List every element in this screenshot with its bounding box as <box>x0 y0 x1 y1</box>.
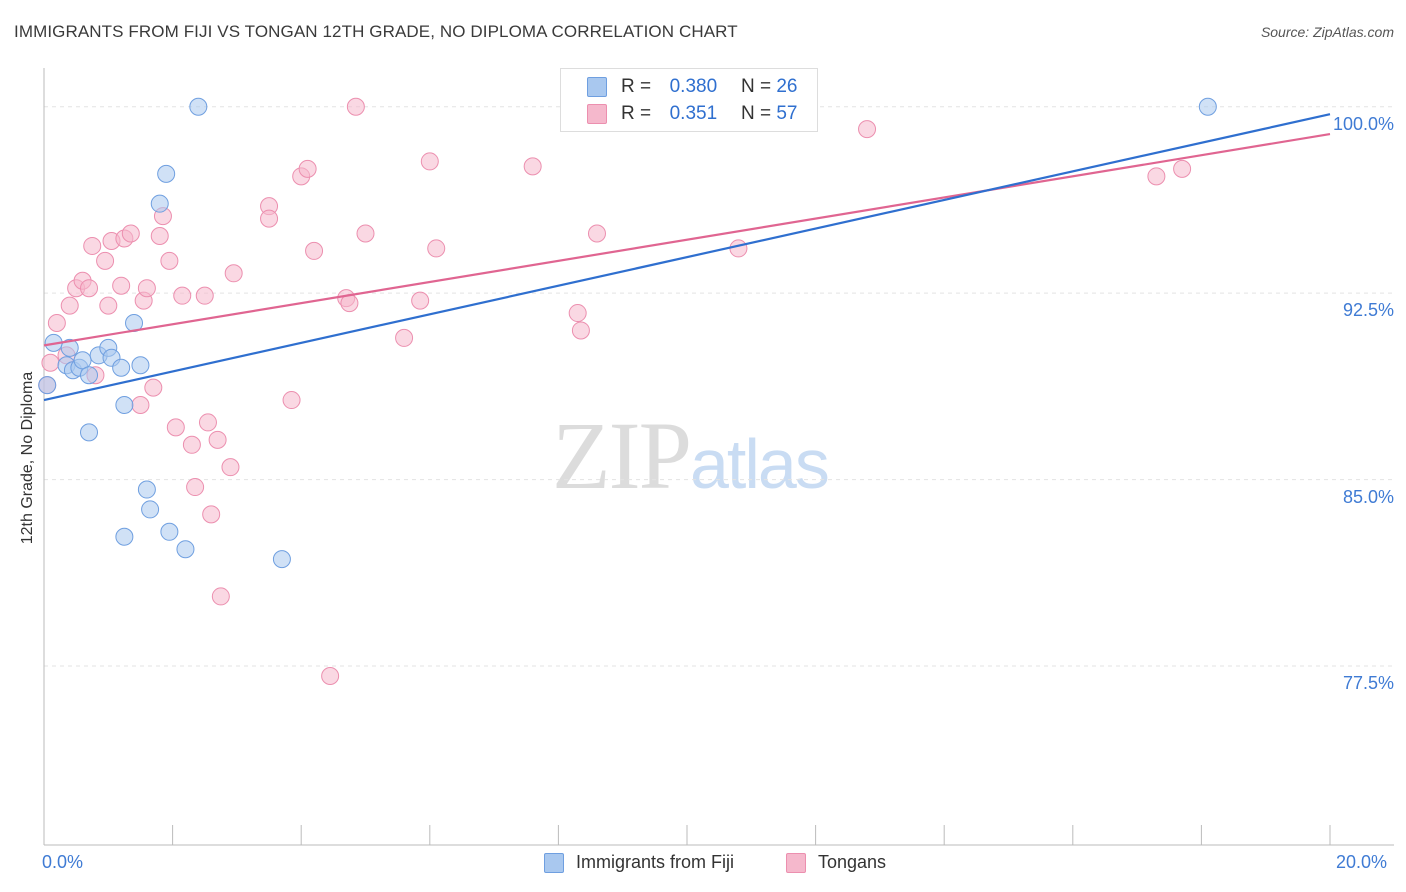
y-axis-title: 12th Grade, No Diploma <box>19 371 36 545</box>
tongan-point <box>211 587 230 606</box>
fiji-point <box>160 522 179 541</box>
tongan-point <box>298 159 317 178</box>
legend-r-value-fiji: 0.380 <box>669 76 718 97</box>
fiji-point <box>141 500 160 519</box>
fiji-point <box>73 351 92 370</box>
tongan-point <box>1147 167 1166 186</box>
y-tick-label: 85.0% <box>1342 486 1394 507</box>
tongan-point <box>99 296 118 315</box>
bottom-legend-fiji: Immigrants from Fiji <box>544 852 734 873</box>
tongan-trend-line <box>43 133 1331 347</box>
tongan-point <box>395 328 414 347</box>
tongan-point <box>411 291 430 310</box>
tongan-point <box>186 478 205 497</box>
tongan-point <box>41 353 60 372</box>
fiji-point <box>60 338 79 357</box>
tongan-point <box>182 435 201 454</box>
fiji-point <box>157 164 176 183</box>
fiji-point <box>189 97 208 116</box>
y-tick-label: 77.5% <box>1342 673 1394 694</box>
tongan-point <box>221 458 240 477</box>
tongan-point <box>150 227 169 245</box>
grid-lines <box>44 106 1394 667</box>
tongan-point <box>321 666 340 685</box>
bottom-legend-swatch-tongan <box>786 852 806 873</box>
tongan-point <box>83 236 102 255</box>
tongan-point <box>523 157 542 176</box>
axes <box>43 68 1394 846</box>
bottom-legend-tongan: Tongans <box>786 852 886 873</box>
tongan-point <box>568 304 587 323</box>
tongan-points <box>38 97 1192 685</box>
legend-swatch-fiji <box>587 77 607 97</box>
legend-r-label: R = <box>621 76 652 97</box>
bottom-legend-label-tongan: Tongans <box>818 852 887 872</box>
legend-row-tongan: R = 0.351 N = 57 <box>587 102 797 126</box>
tongan-point <box>121 224 140 243</box>
tongan-point <box>96 251 115 270</box>
tongan-point <box>224 264 243 283</box>
bottom-legend-label-fiji: Immigrants from Fiji <box>576 852 735 872</box>
legend-r-value-tongan: 0.351 <box>669 103 718 124</box>
legend-row-fiji: R = 0.380 N = 26 <box>587 75 797 99</box>
source-label: Source: ZipAtlas.com <box>1260 24 1394 40</box>
bottom-legend-swatch-fiji <box>544 852 564 873</box>
fiji-point <box>112 358 131 377</box>
tongan-point <box>195 286 214 305</box>
fiji-point <box>272 550 291 569</box>
tongan-point <box>80 279 99 298</box>
fiji-point <box>150 194 169 213</box>
tongan-point <box>144 378 163 397</box>
tongan-point <box>729 239 748 258</box>
fiji-trend-line <box>43 113 1331 402</box>
legend-swatch-tongan <box>587 104 607 124</box>
tongan-point <box>198 413 217 432</box>
tongan-point <box>166 418 185 437</box>
tongan-point <box>571 321 590 340</box>
y-tick-label: 92.5% <box>1342 300 1394 321</box>
tongan-point <box>202 505 221 524</box>
tongan-point <box>356 224 375 243</box>
tongan-point <box>587 224 606 243</box>
tongan-point <box>208 430 227 449</box>
tongan-point <box>1173 159 1192 178</box>
fiji-point <box>131 356 150 375</box>
fiji-point <box>115 527 134 546</box>
fiji-point <box>176 540 195 559</box>
tongan-point <box>131 396 150 415</box>
legend-r-label: R = <box>621 103 652 124</box>
legend-n-label: N = <box>740 76 772 97</box>
tongan-point <box>47 314 66 332</box>
x-tick-min: 0.0% <box>42 852 84 872</box>
fiji-points <box>38 97 1217 569</box>
fiji-point <box>1198 97 1217 116</box>
x-tick-max: 20.0% <box>1336 852 1388 872</box>
legend-n-label: N = <box>740 103 772 124</box>
fiji-point <box>80 366 99 385</box>
tongan-point <box>427 239 446 258</box>
legend-n-value-tongan: 57 <box>776 103 798 124</box>
tongan-point <box>282 391 301 410</box>
legend: R = 0.380 N = 26 R = 0.351 N = 57 <box>560 68 818 132</box>
tongan-point <box>260 209 279 228</box>
tongan-point <box>112 276 131 295</box>
tongan-point <box>60 296 79 315</box>
tongan-point <box>858 120 877 139</box>
tongan-point <box>160 251 179 270</box>
fiji-point <box>137 480 156 499</box>
fiji-point <box>38 376 57 395</box>
chart-title: IMMIGRANTS FROM FIJI VS TONGAN 12TH GRAD… <box>14 22 738 41</box>
fiji-point <box>80 423 99 442</box>
legend-n-value-fiji: 26 <box>776 76 798 97</box>
fiji-point <box>115 396 134 415</box>
tongan-point <box>137 279 156 298</box>
tongan-point <box>420 152 439 171</box>
tongan-point <box>346 97 365 116</box>
trend-lines <box>43 113 1331 402</box>
tongan-point <box>173 286 192 305</box>
tongan-point <box>305 241 324 260</box>
y-tick-label: 100.0% <box>1332 113 1394 134</box>
